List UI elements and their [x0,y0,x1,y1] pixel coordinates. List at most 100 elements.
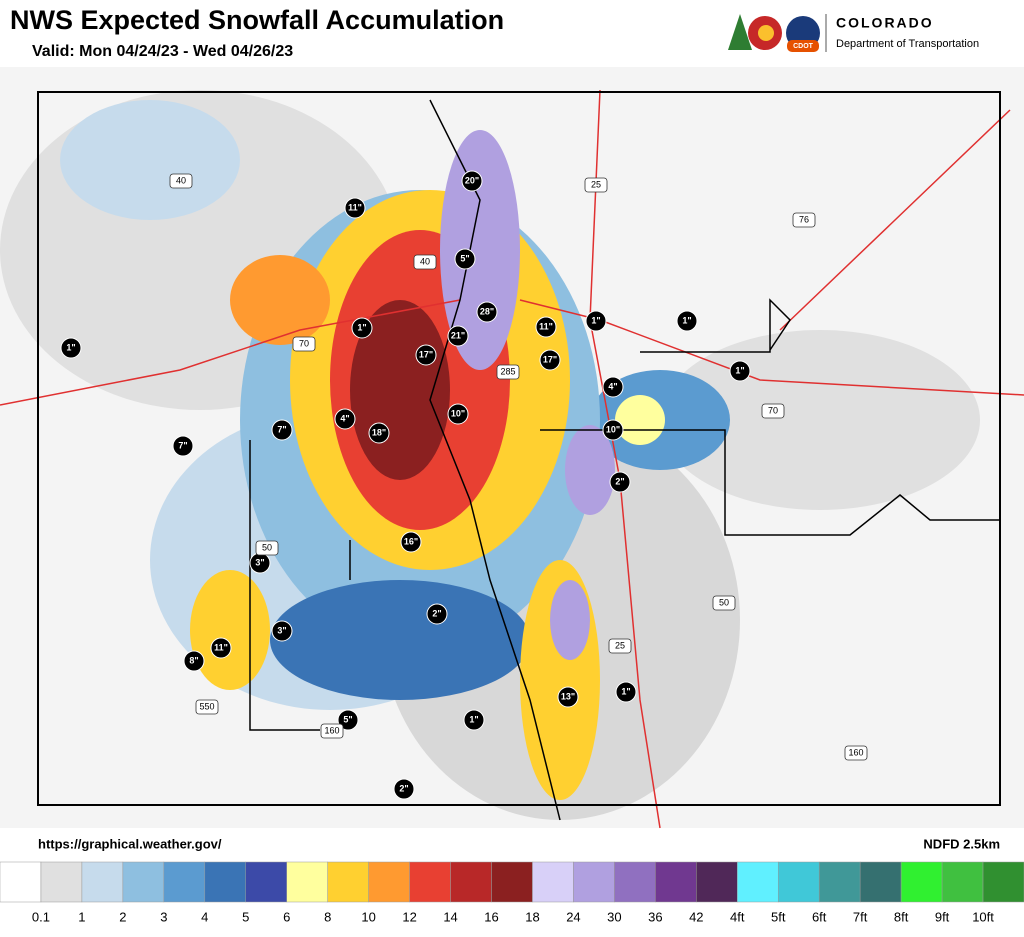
highway-label: 25 [615,640,625,650]
legend-label: 36 [648,909,662,924]
highway-shield [320,723,344,739]
highway-label: 285 [500,366,515,376]
legend-label: 5 [242,909,249,924]
legend-label: 3 [160,909,167,924]
legend-label: 6 [283,909,290,924]
snow-marker [271,419,293,441]
snow-label: 4" [340,413,349,423]
snow-label: 1" [66,342,75,352]
snow-label: 17" [543,354,557,364]
snow-label: 11" [214,642,228,652]
legend-label: 10ft [972,909,994,924]
snow-label: 3" [277,625,286,635]
snow-marker [368,422,390,444]
snow-marker [210,637,232,659]
legend-swatch [655,861,697,903]
snow-marker [476,301,498,323]
snow-marker [676,310,698,332]
highway-shield [195,699,219,715]
model-name: NDFD 2.5km [923,836,1000,851]
snow-marker [454,248,476,270]
snow-label: 10" [451,408,465,418]
snow-label: 18" [372,427,386,437]
snow-label: 16" [404,536,418,546]
legend-swatch [409,861,451,903]
legend-swatch [614,861,656,903]
snow-label: 1" [469,714,478,724]
snow-label: 1" [682,315,691,325]
highway-shield [844,745,868,761]
legend-swatch [286,861,328,903]
snow-label: 17" [419,349,433,359]
legend-swatch [777,861,820,903]
snow-label: 7" [277,424,286,434]
source-url: https://graphical.weather.gov/ [38,836,222,851]
snow-label: 5" [460,253,469,263]
valid-dates: Valid: Mon 04/24/23 - Wed 04/26/23 [32,43,293,60]
legend-swatch [859,861,902,903]
legend-swatch [368,861,410,903]
snow-marker [183,650,205,672]
snow-marker [60,337,82,359]
legend-label: 4ft [730,909,745,924]
highway-shield [496,364,520,380]
legend-swatch [941,861,984,903]
snow-marker [271,620,293,642]
legend-swatch [900,861,943,903]
snow-marker [447,403,469,425]
highway-label: 160 [324,725,339,735]
highway-shield [255,540,279,556]
legend-swatch [245,861,287,903]
snow-marker [393,778,415,800]
legend-swatch [818,861,861,903]
legend-label: 24 [566,909,580,924]
snow-label: 13" [561,691,575,701]
legend-swatch [204,861,247,903]
legend-swatch [696,861,738,903]
highway-label: 50 [262,542,272,552]
snow-label: 20" [465,175,479,185]
highway-label: 70 [299,338,309,348]
legend-label: 30 [607,909,621,924]
snow-label: 10" [606,424,620,434]
snow-label: 28" [480,306,494,316]
legend-swatch [163,861,206,903]
snow-label: 11" [539,321,553,331]
legend-label: 10 [361,909,375,924]
snow-label: 7" [178,440,187,450]
legend-label: 8 [324,909,331,924]
snow-label: 11" [348,202,362,212]
legend-label: 7ft [853,909,868,924]
snow-marker [400,531,422,553]
snow-marker [585,310,607,332]
legend-label: 12 [402,909,416,924]
snow-marker [337,709,359,731]
snow-marker [602,376,624,398]
logo-badge: CDOT [793,43,814,50]
snow-label: 1" [621,686,630,696]
snow-marker [539,349,561,371]
highway-label: 40 [176,175,186,185]
legend-swatch [982,861,1024,903]
legend-label: 6ft [812,909,827,924]
highway-label: 40 [420,256,430,266]
snow-marker [557,686,579,708]
snow-label: 2" [615,476,624,486]
legend-swatch [0,861,42,903]
highway-shield [584,177,608,193]
logo-name: COLORADO [836,15,934,31]
snow-marker [535,316,557,338]
snow-marker [172,435,194,457]
legend-label: 2 [119,909,126,924]
highway-shield [792,212,816,228]
snow-label: 1" [591,315,600,325]
snow-marker [351,317,373,339]
highway-label: 25 [591,179,601,189]
snow-marker [461,170,483,192]
legend-label: 8ft [894,909,909,924]
snow-label: 4" [608,381,617,391]
highway-shield [292,336,316,352]
highway-shield [169,173,193,189]
